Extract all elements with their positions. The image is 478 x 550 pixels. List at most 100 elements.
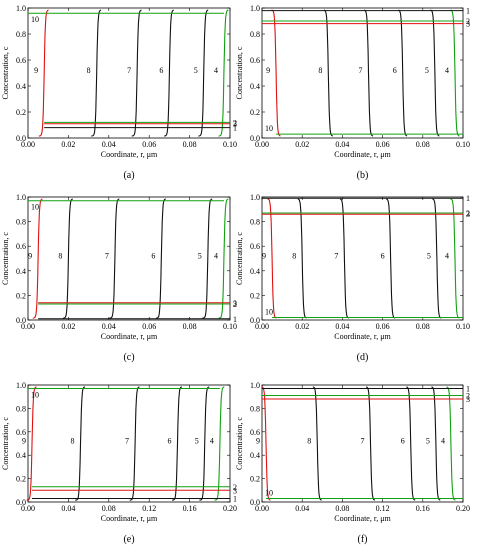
plot-frame: [27, 7, 231, 139]
front-curve-8: [62, 198, 73, 319]
panel-b: 0.00 0.02 0.04 0.06 0.08 0.10 0.0 0.2 0.4 0.6 0.8 1…: [235, 4, 470, 181]
x-tick-label: 0.08: [335, 504, 349, 513]
curve-label-2: 2: [233, 300, 237, 309]
y-tick-label: 0.2: [250, 475, 260, 484]
front-curve-6: [386, 198, 396, 319]
curve-label-10: 10: [265, 488, 273, 497]
curve-label-6: 6: [167, 437, 171, 446]
y-axis-label: Concentration, c: [1, 232, 10, 285]
y-tick-label: 0.0: [16, 316, 26, 325]
front-curve-7: [131, 9, 142, 137]
y-tick-label: 1.0: [250, 193, 260, 202]
front-curve-8: [91, 9, 102, 137]
plot-frame: [261, 384, 464, 503]
front-curve-5: [431, 386, 441, 501]
y-tick-label: 0.0: [16, 134, 26, 143]
curve-label-1: 1: [233, 494, 237, 503]
x-axis-label: Coordinate, r, μm: [334, 150, 391, 159]
front-curve-6: [406, 386, 416, 501]
x-tick-label: 0.04: [61, 504, 75, 513]
plot-frame: [261, 196, 464, 321]
y-tick-label: 0.0: [16, 498, 26, 507]
curve-label-9: 9: [266, 66, 270, 75]
y-axis-label: Concentration, c: [235, 46, 244, 99]
x-tick-label: 0.00: [21, 140, 35, 149]
plot-frame: [261, 7, 464, 139]
curve-label-3: 3: [233, 299, 237, 308]
x-tick-label: 0.16: [183, 504, 197, 513]
front-curve-5: [199, 386, 210, 501]
curve-label-10: 10: [31, 203, 39, 212]
curve-label-8: 8: [318, 66, 322, 75]
front-curve-9: [261, 386, 271, 501]
y-tick-label: 0.4: [16, 267, 26, 276]
y-tick-label: 0.4: [250, 267, 260, 276]
front-curve-9: [38, 9, 49, 137]
curve-label-10: 10: [31, 15, 39, 24]
y-tick-label: 0.2: [250, 108, 260, 117]
curve-label-7: 7: [359, 66, 363, 75]
x-tick-label: 0.04: [102, 322, 116, 331]
y-tick-label: 0.4: [250, 451, 260, 460]
x-tick-label: 0.02: [295, 140, 309, 149]
curve-label-10: 10: [265, 124, 273, 133]
y-tick-label: 0.8: [16, 30, 26, 39]
curve-label-3: 3: [466, 20, 470, 29]
curve-label-10: 10: [31, 391, 39, 400]
curve-label-1: 1: [466, 385, 470, 394]
curve-label-9: 9: [22, 437, 26, 446]
y-tick-label: 1.0: [16, 4, 26, 13]
curve-label-7: 7: [105, 252, 109, 261]
front-curve-9: [32, 198, 43, 319]
x-tick-label: 0.04: [295, 504, 309, 513]
front-curve-8: [312, 386, 322, 501]
x-tick-label: 0.20: [223, 504, 237, 513]
panel-label: (c): [123, 352, 134, 363]
front-curve-9: [271, 9, 281, 137]
x-tick-label: 0.02: [61, 140, 75, 149]
curve-label-8: 8: [292, 252, 296, 261]
curve-label-8: 8: [307, 437, 311, 446]
front-curve-7: [365, 386, 376, 501]
y-tick-label: 1.0: [250, 4, 260, 13]
curve-label-7: 7: [361, 437, 365, 446]
front-curve-5: [202, 198, 213, 319]
curve-label-4: 4: [441, 437, 445, 446]
x-axis-label: Coordinate, r, μm: [101, 332, 158, 341]
curve-label-7: 7: [127, 66, 131, 75]
curve-label-4: 4: [445, 252, 449, 261]
curve-label-9: 9: [28, 252, 32, 261]
y-tick-label: 0.4: [16, 451, 26, 460]
x-tick-label: 0.08: [183, 140, 197, 149]
x-tick-label: 0.00: [255, 322, 269, 331]
y-tick-label: 0.2: [16, 108, 26, 117]
curve-label-3: 3: [233, 486, 237, 495]
plot-frame: [27, 196, 231, 321]
panel-label: (d): [357, 352, 369, 363]
curve-label-3: 3: [233, 120, 237, 129]
front-curve-4: [450, 9, 460, 137]
y-tick-label: 0.4: [250, 82, 260, 91]
panel-label: (b): [357, 170, 369, 181]
curve-label-8: 8: [87, 66, 91, 75]
x-tick-label: 0.02: [61, 322, 75, 331]
curve-label-5: 5: [425, 66, 429, 75]
curve-label-2: 2: [466, 392, 470, 401]
front-curve-7: [129, 386, 140, 501]
x-tick-label: 0.06: [142, 322, 156, 331]
x-tick-label: 0.00: [21, 504, 35, 513]
curve-label-4: 4: [214, 66, 218, 75]
y-tick-label: 0.8: [250, 404, 260, 413]
y-tick-label: 0.2: [16, 291, 26, 300]
x-axis-label: Coordinate, r, μm: [101, 150, 158, 159]
x-axis-label: Coordinate, r, μm: [334, 332, 391, 341]
y-tick-label: 0.2: [16, 475, 26, 484]
panel-d: 0.00 0.02 0.04 0.06 0.08 0.10 0.0 0.2 0.4 0.6 0.8 1…: [235, 193, 470, 363]
front-curve-4: [446, 386, 456, 501]
curve-label-2: 2: [233, 118, 237, 127]
curve-label-6: 6: [401, 437, 405, 446]
x-axis-label: Coordinate, r, μm: [101, 514, 158, 523]
curve-label-9: 9: [256, 437, 260, 446]
x-tick-label: 0.04: [335, 322, 349, 331]
